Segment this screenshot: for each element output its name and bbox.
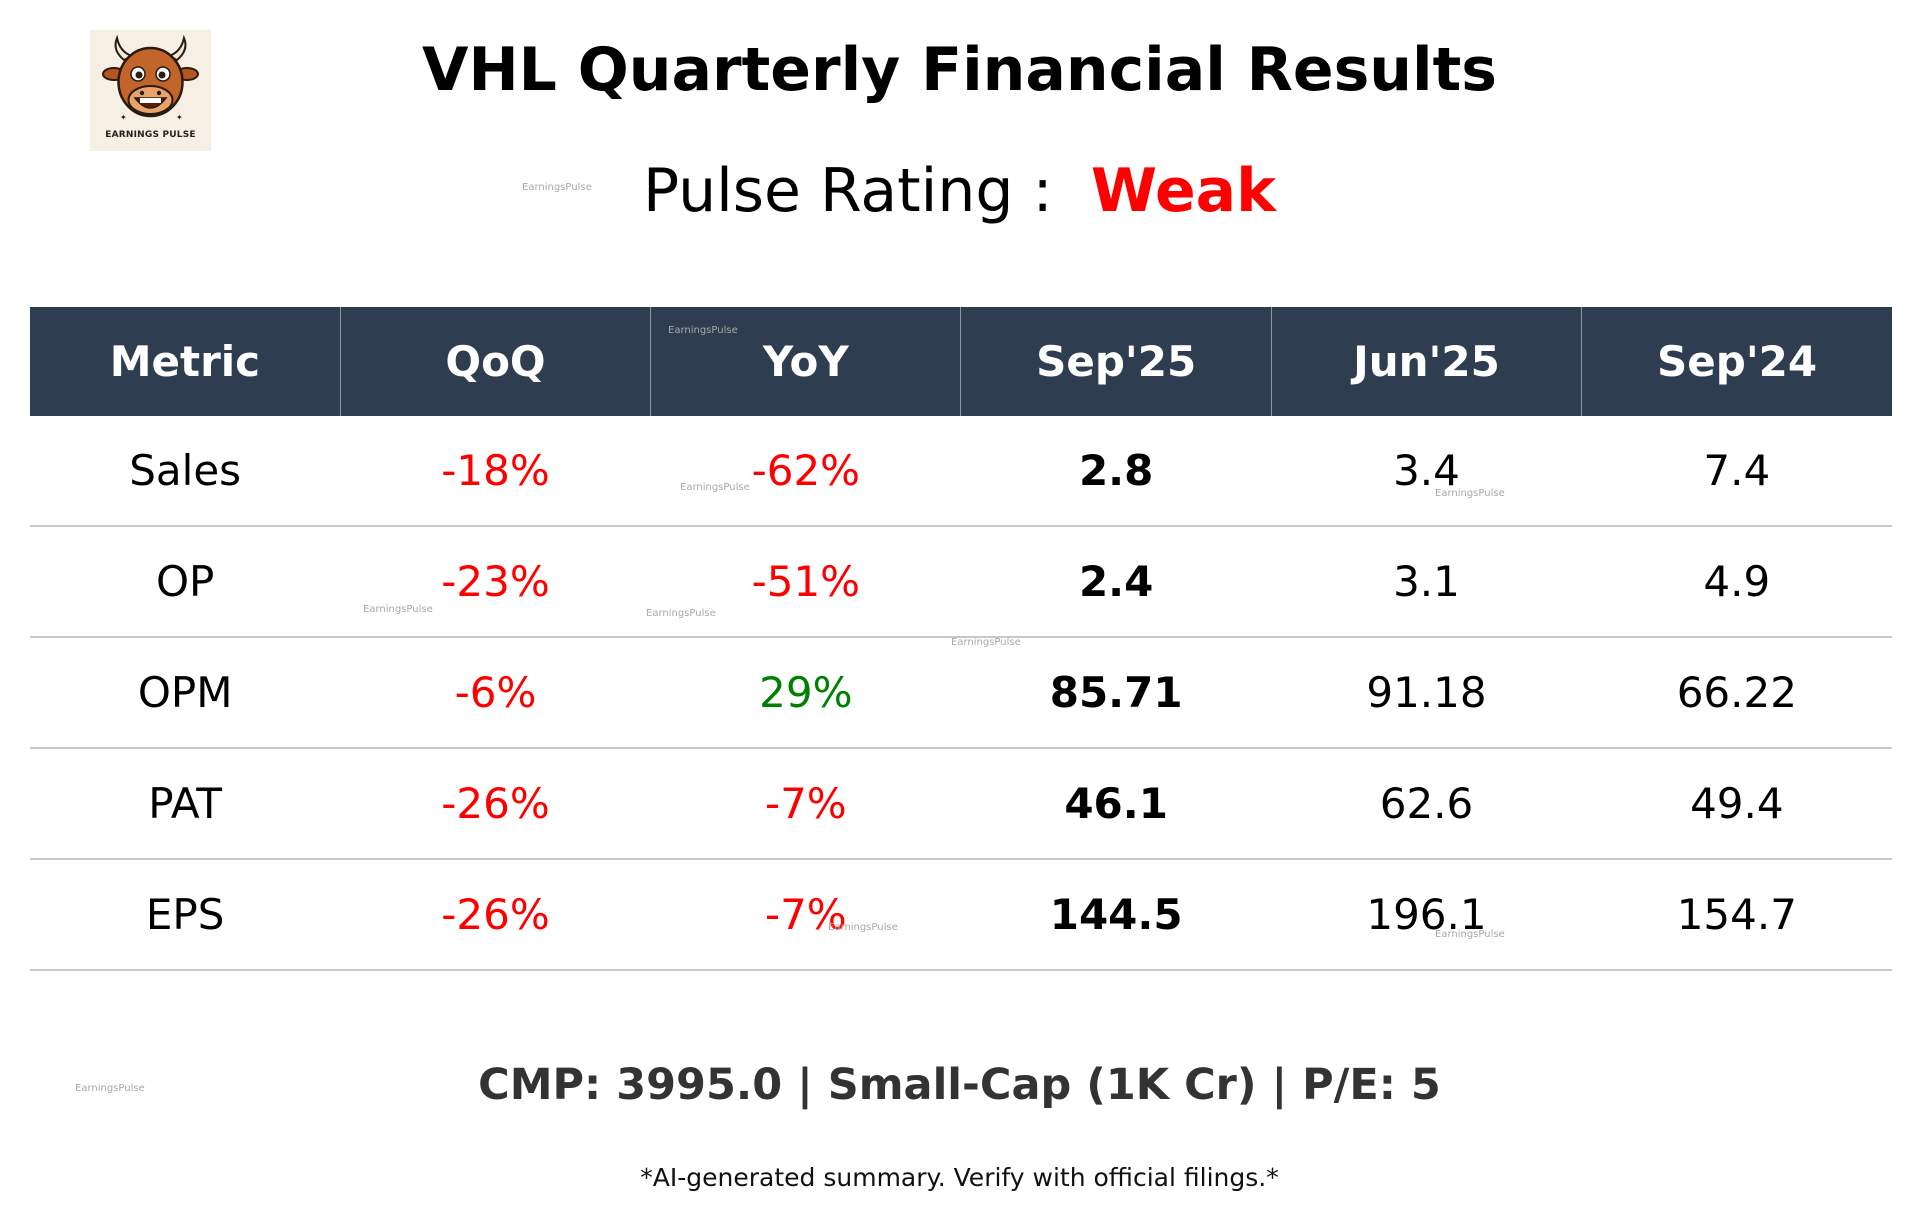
watermark-text: EarningsPulse xyxy=(828,922,898,933)
watermark-text: EarningsPulse xyxy=(680,482,750,493)
pulse-rating-value: Weak xyxy=(1090,156,1277,226)
yoy-cell: -7% xyxy=(650,859,961,971)
watermark-text: EarningsPulse xyxy=(1435,929,1505,940)
table-row: Sales -18% -62% 2.8 3.4 7.4 xyxy=(30,416,1892,527)
metric-cell: OP xyxy=(30,526,341,638)
jun25-cell: 91.18 xyxy=(1271,637,1582,749)
yoy-cell: -7% xyxy=(650,748,961,860)
metric-cell: OPM xyxy=(30,637,341,749)
header-jun25: Jun'25 xyxy=(1271,307,1583,416)
pulse-rating-label: Pulse Rating : xyxy=(642,156,1053,226)
yoy-cell: 29% xyxy=(650,637,961,749)
sep24-cell: 66.22 xyxy=(1581,637,1892,749)
watermark-text: EarningsPulse xyxy=(951,637,1021,648)
sep24-cell: 7.4 xyxy=(1581,416,1892,527)
svg-text:✦: ✦ xyxy=(120,113,127,122)
yoy-cell: -62% xyxy=(650,416,961,527)
bull-mascot-icon: ✦ ✦ xyxy=(102,34,199,122)
table-row: OPM -6% 29% 85.71 91.18 66.22 xyxy=(30,637,1892,749)
watermark-text: EarningsPulse xyxy=(668,325,738,336)
header-sep24: Sep'24 xyxy=(1581,307,1892,416)
header-sep25: Sep'25 xyxy=(960,307,1272,416)
qoq-cell: -23% xyxy=(340,526,651,638)
table-row: PAT -26% -7% 46.1 62.6 49.4 xyxy=(30,748,1892,860)
qoq-cell: -18% xyxy=(340,416,651,527)
jun25-cell: 3.4 xyxy=(1271,416,1582,527)
jun25-cell: 62.6 xyxy=(1271,748,1582,860)
watermark-text: EarningsPulse xyxy=(1435,488,1505,499)
disclaimer: *AI-generated summary. Verify with offic… xyxy=(640,1163,1279,1192)
yoy-cell: -51% xyxy=(650,526,961,638)
watermark-text: EarningsPulse xyxy=(646,608,716,619)
earnings-pulse-logo: ✦ ✦ EARNINGS PULSE xyxy=(90,30,211,151)
jun25-cell: 3.1 xyxy=(1271,526,1582,638)
watermark-text: EarningsPulse xyxy=(522,182,592,193)
market-summary: CMP: 3995.0 | Small-Cap (1K Cr) | P/E: 5 xyxy=(478,1060,1441,1110)
metric-cell: PAT xyxy=(30,748,341,860)
header-qoq: QoQ xyxy=(340,307,652,416)
sep24-cell: 4.9 xyxy=(1581,526,1892,638)
header-yoy: YoY xyxy=(650,307,962,416)
sep25-cell: 144.5 xyxy=(960,859,1272,971)
page-title: VHL Quarterly Financial Results xyxy=(422,35,1497,105)
jun25-cell: 196.1 xyxy=(1271,859,1582,971)
watermark-text: EarningsPulse xyxy=(363,604,433,615)
table-row: OP -23% -51% 2.4 3.1 4.9 xyxy=(30,526,1892,638)
results-table: Metric QoQ YoY Sep'25 Jun'25 Sep'24 Sale… xyxy=(30,307,1892,971)
watermark-text: EarningsPulse xyxy=(75,1083,145,1094)
metric-cell: EPS xyxy=(30,859,341,971)
logo-text: EARNINGS PULSE xyxy=(105,130,196,140)
sep24-cell: 49.4 xyxy=(1581,748,1892,860)
sep25-cell: 85.71 xyxy=(960,637,1272,749)
svg-text:✦: ✦ xyxy=(176,113,183,122)
table-header-row: Metric QoQ YoY Sep'25 Jun'25 Sep'24 xyxy=(30,307,1892,416)
sep25-cell: 46.1 xyxy=(960,748,1272,860)
metric-cell: Sales xyxy=(30,416,341,527)
pulse-rating: Pulse Rating : Weak xyxy=(0,155,1919,227)
qoq-cell: -26% xyxy=(340,859,651,971)
sep25-cell: 2.8 xyxy=(960,416,1272,527)
qoq-cell: -26% xyxy=(340,748,651,860)
qoq-cell: -6% xyxy=(340,637,651,749)
sep25-cell: 2.4 xyxy=(960,526,1272,638)
header-metric: Metric xyxy=(30,307,341,416)
sep24-cell: 154.7 xyxy=(1581,859,1892,971)
table-row: EPS -26% -7% 144.5 196.1 154.7 xyxy=(30,859,1892,971)
